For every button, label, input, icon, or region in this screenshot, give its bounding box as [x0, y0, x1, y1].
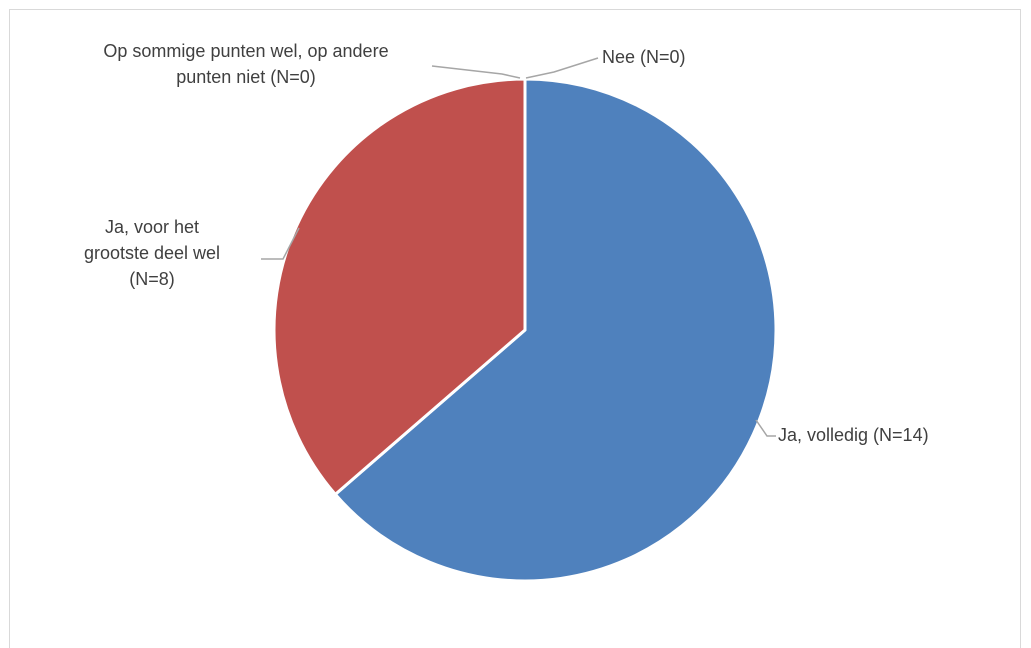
leader-line-3	[525, 57, 599, 79]
pie-slice-0	[333, 77, 778, 583]
leader-lines	[261, 57, 776, 437]
data-label-3: Nee (N=0)	[602, 47, 686, 67]
pie-slices	[272, 77, 778, 583]
leader-line-2	[431, 65, 521, 79]
data-labels: Ja, volledig (N=14) Ja, voor het grootste …	[84, 41, 929, 445]
pie-slice-1	[272, 77, 527, 496]
leader-line-1	[261, 227, 300, 260]
data-label-2: Op sommige punten wel, op andere punten n…	[103, 41, 388, 87]
leader-line-0	[755, 419, 776, 437]
data-label-1: Ja, voor het grootste deel wel (N=8)	[84, 217, 220, 289]
data-label-0: Ja, volledig (N=14)	[778, 425, 929, 445]
